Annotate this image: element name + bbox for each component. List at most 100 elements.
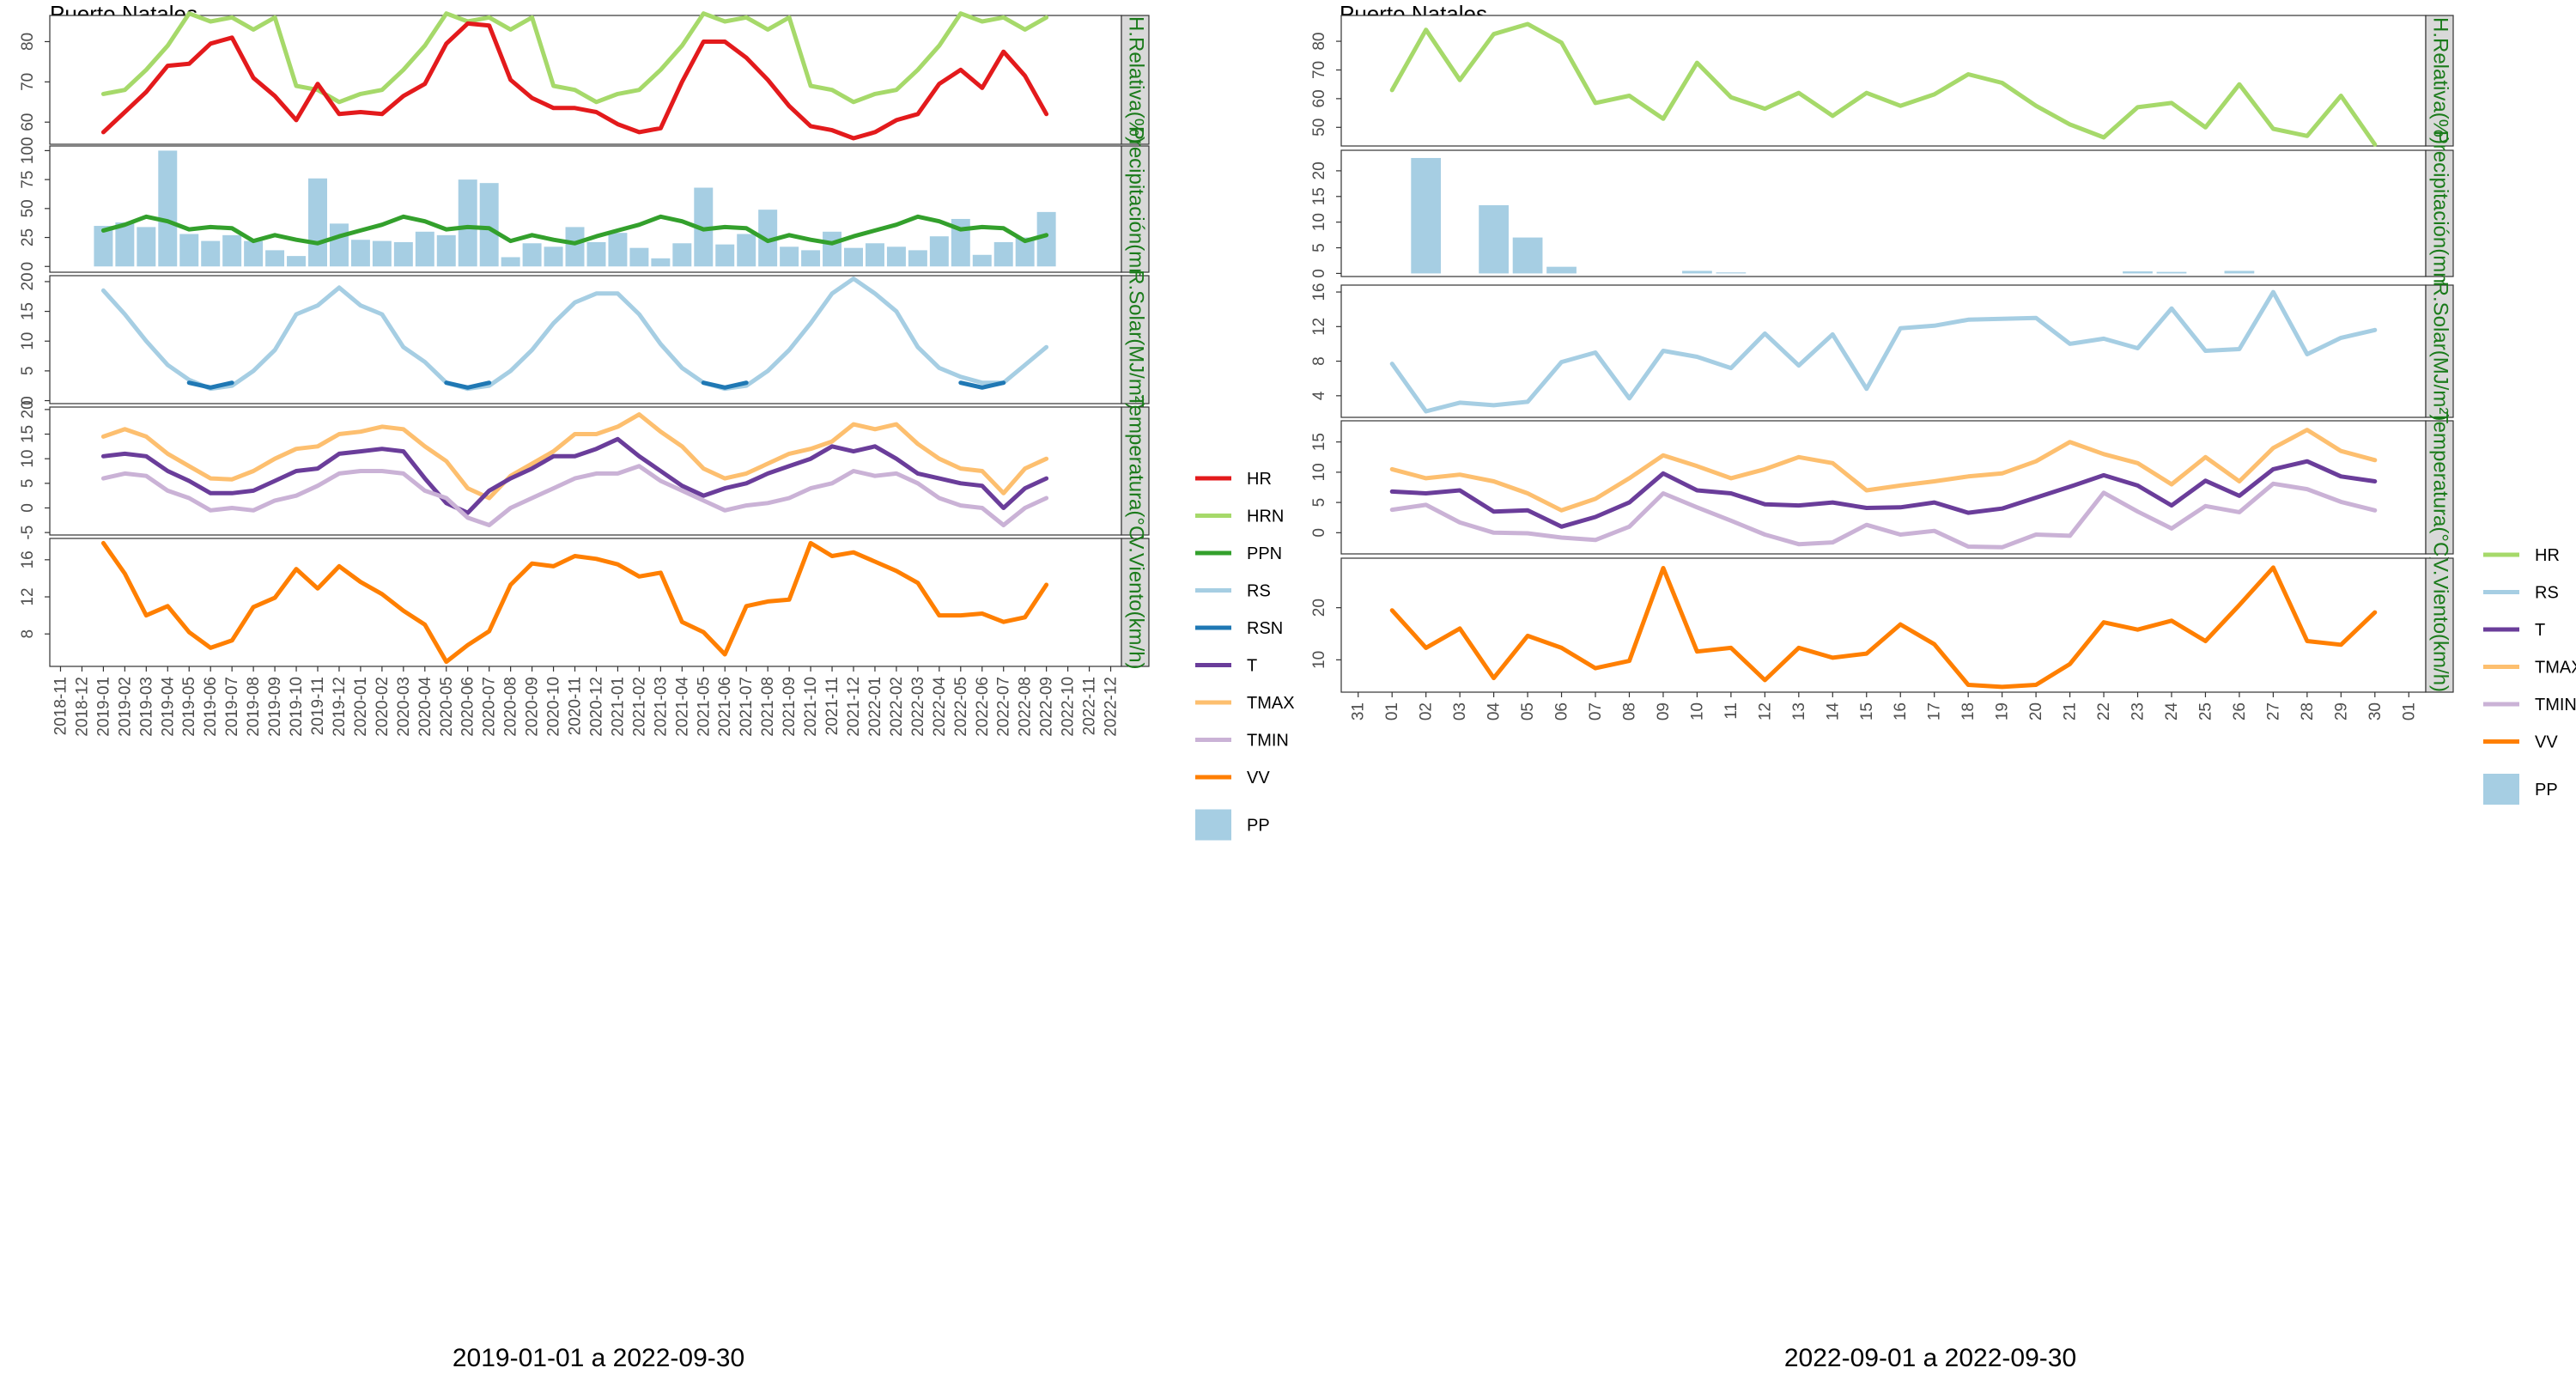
y-tick-label: 70 bbox=[1310, 61, 1328, 79]
x-tick-label: 2021-09 bbox=[781, 677, 799, 737]
x-tick-label: 2020-06 bbox=[459, 677, 477, 737]
bar-pp bbox=[350, 240, 370, 267]
x-tick-label: 2022-09 bbox=[1038, 677, 1056, 737]
x-tick-label: 2022-06 bbox=[974, 677, 992, 737]
bar-pp bbox=[308, 178, 327, 267]
bar-pp bbox=[2123, 271, 2153, 274]
x-tick-label: 2022-08 bbox=[1017, 677, 1035, 737]
legend-label-pp: PP bbox=[1247, 817, 1270, 836]
series-line-vv bbox=[100, 540, 1049, 665]
bar-pp bbox=[608, 233, 628, 267]
x-tick-label: 21 bbox=[2062, 702, 2080, 720]
legend-label-rsn: RSN bbox=[1247, 619, 1283, 638]
x-tick-label: 2020-03 bbox=[395, 677, 413, 737]
x-tick-label: 26 bbox=[2231, 702, 2249, 720]
bar-pp bbox=[993, 241, 1013, 267]
x-tick-label: 2020-11 bbox=[567, 677, 585, 735]
x-tick-label: 24 bbox=[2163, 702, 2181, 721]
y-tick-label: -5 bbox=[19, 526, 37, 540]
y-tick-label: 10 bbox=[1310, 213, 1328, 231]
bar-pp bbox=[886, 246, 906, 267]
bar-pp bbox=[1479, 204, 1509, 274]
facet-strip-label: R.Solar(MJ/m²) bbox=[1125, 270, 1148, 410]
right-x-axis: 31 01 02 03 04 05 06 07 08 09 10 11 12 13 14 15 16 17 18 19… bbox=[1350, 692, 2418, 721]
bar-pp bbox=[844, 247, 863, 267]
facet-strip bbox=[2425, 149, 2454, 277]
bar-pp bbox=[801, 250, 821, 267]
y-tick-label: 8 bbox=[19, 629, 37, 639]
x-tick-label: 2021-04 bbox=[673, 677, 691, 737]
x-tick-label: 23 bbox=[2129, 702, 2148, 720]
legend-label-t: T bbox=[2535, 621, 2545, 640]
x-tick-label: 2021-07 bbox=[738, 677, 756, 737]
bar-pp bbox=[1716, 272, 1747, 274]
right-panel-temperatura-c: Temperatura(°C) 0 5 10 15 bbox=[1310, 411, 2454, 563]
x-tick-label: 2020-02 bbox=[374, 677, 392, 737]
facet-strip bbox=[1121, 406, 1150, 536]
y-tick-label: 5 bbox=[1310, 243, 1328, 252]
x-tick-label: 17 bbox=[1926, 702, 1944, 720]
legend-swatch-pp bbox=[1195, 809, 1231, 841]
series-line-t bbox=[100, 436, 1049, 515]
x-tick-label: 2020-05 bbox=[438, 677, 456, 737]
y-tick-label: 0 bbox=[1310, 269, 1328, 278]
x-tick-label: 2019-11 bbox=[309, 677, 327, 735]
x-tick-label: 03 bbox=[1451, 702, 1469, 720]
y-tick-label: 80 bbox=[19, 33, 37, 51]
x-tick-label: 28 bbox=[2299, 702, 2317, 720]
bar-pp bbox=[823, 231, 842, 267]
bar-pp bbox=[458, 179, 477, 267]
y-tick-label: 15 bbox=[19, 425, 37, 443]
x-tick-label: 2021-08 bbox=[759, 677, 777, 737]
y-tick-label: 20 bbox=[1310, 599, 1328, 617]
bar-pp bbox=[393, 241, 413, 267]
facet-strip-label: H.Relativa(%) bbox=[1125, 16, 1148, 143]
series-line-rs bbox=[1389, 289, 2378, 414]
bar-pp bbox=[715, 244, 735, 267]
bar-pp bbox=[780, 246, 799, 267]
bar-pp bbox=[436, 234, 456, 267]
x-tick-label: 14 bbox=[1824, 702, 1842, 721]
bar-pp bbox=[201, 240, 221, 267]
bar-pp bbox=[908, 250, 927, 267]
bar-pp bbox=[1015, 237, 1035, 267]
x-tick-label: 2019-08 bbox=[245, 677, 263, 737]
x-tick-label: 2018-12 bbox=[73, 677, 91, 737]
x-tick-label: 2022-05 bbox=[952, 677, 970, 737]
x-tick-label: 13 bbox=[1790, 702, 1808, 720]
legend-label-t: T bbox=[1247, 657, 1257, 676]
x-tick-label: 31 bbox=[1350, 702, 1368, 720]
x-tick-label: 2021-12 bbox=[845, 677, 863, 737]
panel-frame bbox=[1340, 15, 2427, 147]
x-tick-label: 2021-11 bbox=[823, 677, 841, 735]
x-tick-label: 2020-07 bbox=[481, 677, 499, 737]
bar-pp bbox=[737, 234, 756, 267]
y-tick-label: 15 bbox=[19, 302, 37, 320]
facet-strip bbox=[1121, 538, 1150, 667]
x-tick-label: 2019-01 bbox=[94, 677, 112, 737]
y-tick-label: 50 bbox=[1310, 119, 1328, 137]
y-tick-label: 12 bbox=[19, 587, 37, 605]
x-tick-label: 29 bbox=[2332, 702, 2350, 720]
x-tick-label: 05 bbox=[1519, 702, 1537, 720]
x-tick-label: 2022-11 bbox=[1081, 677, 1099, 735]
x-tick-label: 2018-11 bbox=[52, 677, 70, 735]
x-tick-label: 2020-04 bbox=[416, 677, 434, 737]
legend-label-hr: HR bbox=[2535, 546, 2560, 565]
x-tick-label: 2022-01 bbox=[866, 677, 884, 737]
series-line-t bbox=[1389, 459, 2378, 529]
series-line-hrn bbox=[100, 11, 1049, 105]
y-tick-label: 20 bbox=[1310, 161, 1328, 179]
x-tick-label: 2019-12 bbox=[331, 677, 349, 737]
panel-frame bbox=[49, 15, 1122, 145]
y-tick-label: 16 bbox=[1310, 283, 1328, 301]
legend-label-hrn: HRN bbox=[1247, 508, 1284, 526]
facet-strip-label: Precipitación(mm) bbox=[2429, 131, 2452, 296]
facet-strip bbox=[1121, 275, 1150, 404]
x-tick-label: 2022-04 bbox=[931, 677, 949, 737]
facet-strip bbox=[1121, 145, 1150, 273]
facet-strip bbox=[1121, 15, 1150, 145]
x-tick-label: 2019-02 bbox=[116, 677, 134, 737]
left-panel-h-relativa: H.Relativa(%) 60 70 80 bbox=[19, 11, 1150, 145]
